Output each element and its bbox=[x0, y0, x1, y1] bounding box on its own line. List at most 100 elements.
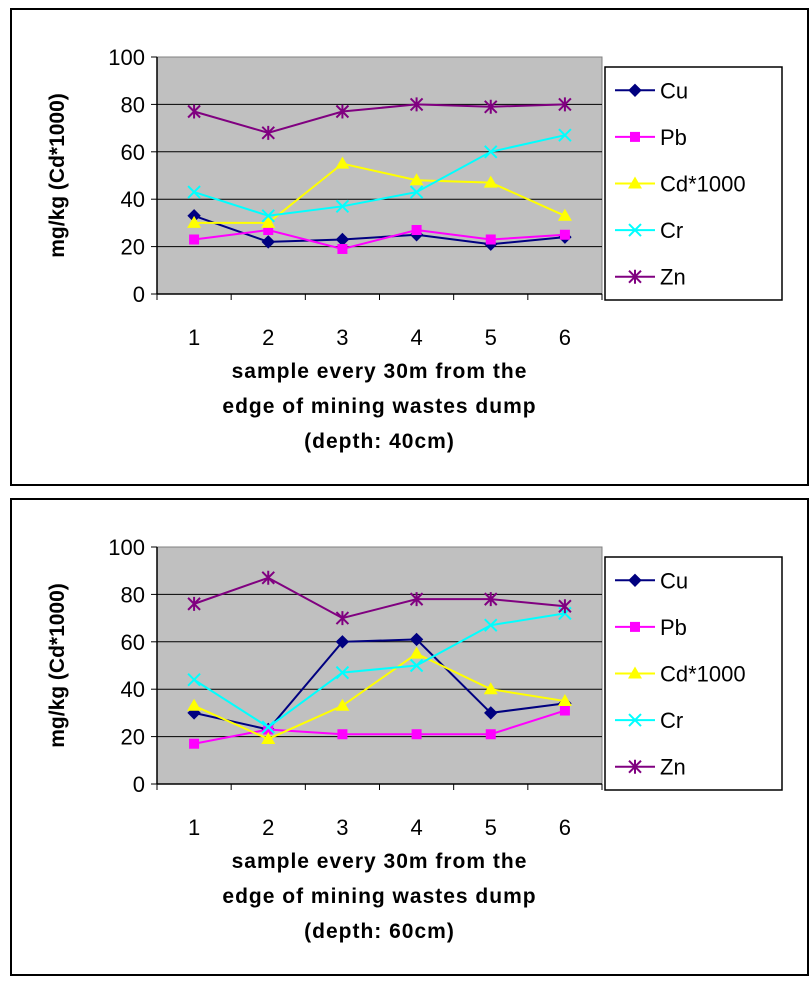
series-line bbox=[193, 612, 566, 729]
data-point bbox=[557, 694, 572, 707]
data-point bbox=[261, 125, 275, 140]
data-point bbox=[187, 698, 202, 711]
data-point bbox=[484, 592, 498, 607]
chart-depth-60cm: 0 20 40 60 80 100 1 2 3 4 5 6 mg/kg (Cd*1000) sample … bbox=[10, 498, 809, 976]
data-point bbox=[335, 698, 350, 711]
data-point bbox=[411, 225, 422, 236]
data-point bbox=[558, 599, 572, 614]
data-point bbox=[409, 632, 424, 647]
series-zn bbox=[187, 570, 572, 626]
data-point bbox=[483, 175, 498, 188]
x-tick-label: 1 bbox=[188, 815, 200, 840]
series-line bbox=[193, 134, 566, 217]
data-point bbox=[411, 729, 422, 740]
data-point bbox=[261, 731, 276, 744]
y-axis-title: mg/kg (Cd*1000) bbox=[46, 583, 69, 748]
data-point bbox=[409, 658, 424, 673]
chart-2-svg: 0 20 40 60 80 100 1 2 3 4 5 6 mg/kg (Cd*1000) sample … bbox=[46, 535, 783, 943]
legend-marker bbox=[628, 573, 642, 588]
x-tick-label: 1 bbox=[188, 325, 200, 350]
chart-1-svg: 0 20 40 60 80 100 1 2 3 4 5 6 mg/kg (Cd*1000) sample … bbox=[46, 45, 783, 453]
data-point bbox=[558, 128, 572, 142]
legend-marker bbox=[628, 83, 642, 98]
legend-marker bbox=[628, 223, 642, 237]
legend-item: Zn bbox=[615, 755, 686, 780]
y-tick-label: 0 bbox=[133, 772, 145, 797]
series-line bbox=[193, 228, 565, 251]
data-point bbox=[485, 729, 496, 740]
data-point bbox=[261, 720, 275, 734]
data-point bbox=[261, 570, 275, 585]
data-point bbox=[263, 225, 274, 236]
series-line bbox=[193, 214, 566, 246]
y-tick-label: 80 bbox=[121, 582, 145, 607]
x-tick-label: 3 bbox=[336, 815, 348, 840]
series-line bbox=[193, 103, 565, 134]
y-tick-label: 20 bbox=[121, 235, 145, 260]
data-point bbox=[409, 185, 424, 199]
legend-label: Pb bbox=[660, 615, 687, 640]
x-axis-title-line: sample every 30m from the bbox=[232, 850, 528, 873]
x-tick-label: 2 bbox=[262, 325, 274, 350]
x-tick-label: 6 bbox=[559, 325, 571, 350]
legend-item: Pb bbox=[615, 125, 687, 150]
y-tick-label: 100 bbox=[108, 535, 145, 560]
legend-marker bbox=[628, 666, 642, 679]
data-point bbox=[335, 635, 350, 649]
data-point bbox=[335, 156, 350, 169]
legend-label: Cd*1000 bbox=[660, 172, 746, 197]
data-point bbox=[409, 97, 424, 112]
data-point bbox=[263, 724, 274, 735]
legend-label: Cr bbox=[660, 708, 683, 733]
data-point bbox=[484, 145, 498, 159]
data-point bbox=[189, 738, 200, 749]
y-tick-label: 60 bbox=[121, 140, 145, 165]
plot-area bbox=[156, 546, 603, 785]
data-point bbox=[335, 665, 350, 680]
data-point bbox=[409, 646, 424, 659]
legend-label: Zn bbox=[660, 755, 686, 780]
data-point bbox=[187, 185, 201, 199]
data-point bbox=[409, 173, 424, 186]
data-point bbox=[261, 235, 275, 249]
data-point bbox=[261, 209, 275, 223]
series-pb bbox=[189, 225, 570, 254]
x-tick-label: 5 bbox=[485, 815, 497, 840]
legend-marker bbox=[630, 621, 640, 632]
series-line bbox=[193, 638, 566, 731]
legend-item: Cu bbox=[615, 78, 688, 103]
legend-label: Cu bbox=[660, 568, 688, 593]
x-tick-label: 4 bbox=[410, 815, 422, 840]
data-point bbox=[484, 706, 498, 720]
data-point bbox=[337, 729, 348, 740]
y-tick-label: 0 bbox=[133, 282, 145, 307]
x-tick-label: 2 bbox=[262, 815, 274, 840]
data-point bbox=[485, 234, 496, 245]
x-axis-title-line: edge of mining wastes dump bbox=[222, 395, 536, 418]
data-point bbox=[484, 99, 498, 114]
data-point bbox=[557, 208, 572, 221]
legend-item: Cd*1000 bbox=[615, 662, 746, 687]
series-cr bbox=[187, 606, 572, 734]
data-point bbox=[261, 215, 276, 228]
x-tick-label: 5 bbox=[485, 325, 497, 350]
legend-item: Cr bbox=[615, 708, 683, 733]
legend-label: Pb bbox=[660, 125, 687, 150]
y-tick-label: 20 bbox=[121, 725, 145, 750]
y-tick-label: 100 bbox=[108, 45, 145, 70]
plot-area bbox=[156, 56, 603, 295]
legend-label: Cu bbox=[660, 78, 688, 103]
legend-item: Cr bbox=[615, 218, 683, 243]
y-tick-label: 60 bbox=[121, 630, 145, 655]
data-point bbox=[335, 611, 350, 626]
data-point bbox=[483, 682, 498, 695]
legend-marker bbox=[630, 131, 640, 142]
data-point bbox=[484, 618, 498, 632]
legend-label: Cr bbox=[660, 218, 683, 243]
series-cd1000 bbox=[187, 646, 572, 744]
series-pb bbox=[189, 705, 570, 749]
legend-item: Cd*1000 bbox=[615, 172, 746, 197]
x-axis-title-line: (depth: 60cm) bbox=[304, 920, 455, 943]
y-axis-title: mg/kg (Cd*1000) bbox=[46, 93, 69, 258]
legend-label: Zn bbox=[660, 265, 686, 290]
